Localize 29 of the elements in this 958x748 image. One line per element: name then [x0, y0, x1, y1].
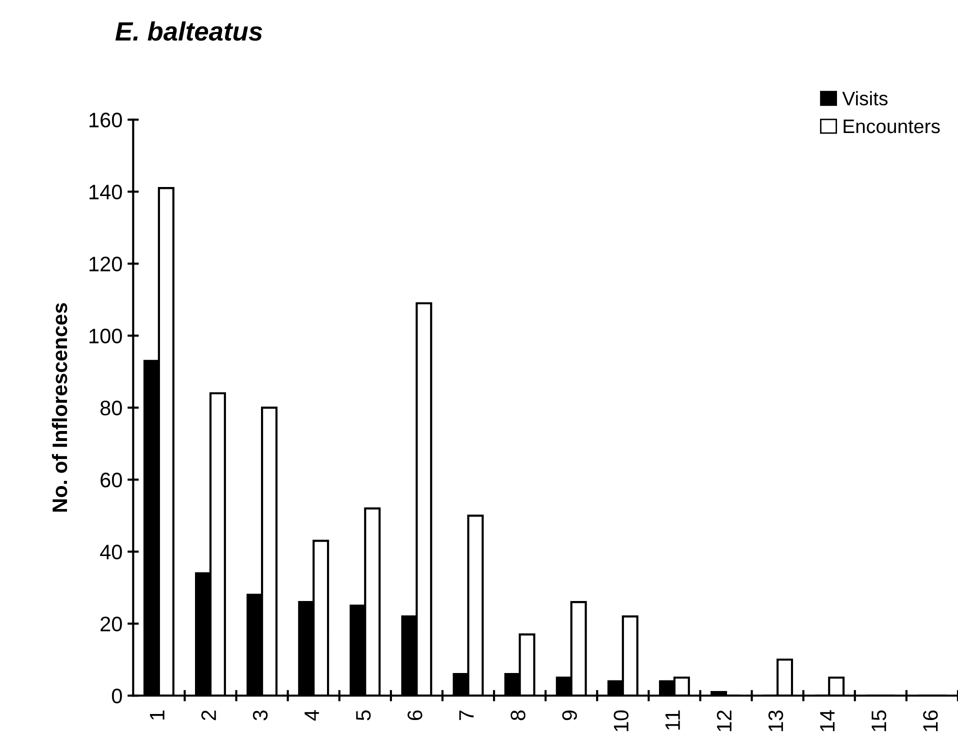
- x-tick-label: 8: [510, 710, 526, 720]
- legend-label: Encounters: [844, 120, 940, 134]
- chart-title: E. balteatus: [115, 21, 262, 41]
- x-tick-label: 7: [459, 710, 474, 720]
- y-axis-title: No. of Inflorescences: [52, 303, 68, 512]
- y-tick-label: 20: [100, 616, 122, 632]
- x-tick-label: 5: [356, 710, 371, 720]
- x-tick-label: 4: [304, 710, 319, 721]
- y-tick-label: 40: [100, 544, 122, 560]
- x-tick-label: 14: [820, 710, 835, 732]
- y-tick-label: 140: [90, 184, 122, 200]
- x-tick-label: 11: [666, 710, 680, 730]
- x-tick-label: 1: [150, 710, 164, 720]
- y-tick-label: 60: [100, 472, 122, 488]
- x-tick-label: 2: [201, 710, 216, 720]
- y-tick-label: 100: [90, 328, 122, 344]
- legend-label: Visits: [842, 91, 888, 106]
- x-tick-label: 16: [923, 710, 938, 732]
- x-tick-label: 3: [252, 710, 268, 720]
- y-tick-label: 120: [90, 256, 122, 272]
- x-tick-label: 9: [562, 710, 577, 720]
- x-tick-label: 13: [768, 710, 784, 732]
- x-tick-label: 10: [614, 710, 628, 732]
- y-tick-label: 160: [90, 112, 122, 128]
- x-tick-label: 6: [408, 710, 422, 720]
- y-tick-label: 80: [100, 400, 122, 416]
- x-tick-label: 12: [716, 710, 732, 732]
- y-tick-label: 0: [112, 688, 122, 704]
- x-tick-label: 15: [872, 710, 886, 732]
